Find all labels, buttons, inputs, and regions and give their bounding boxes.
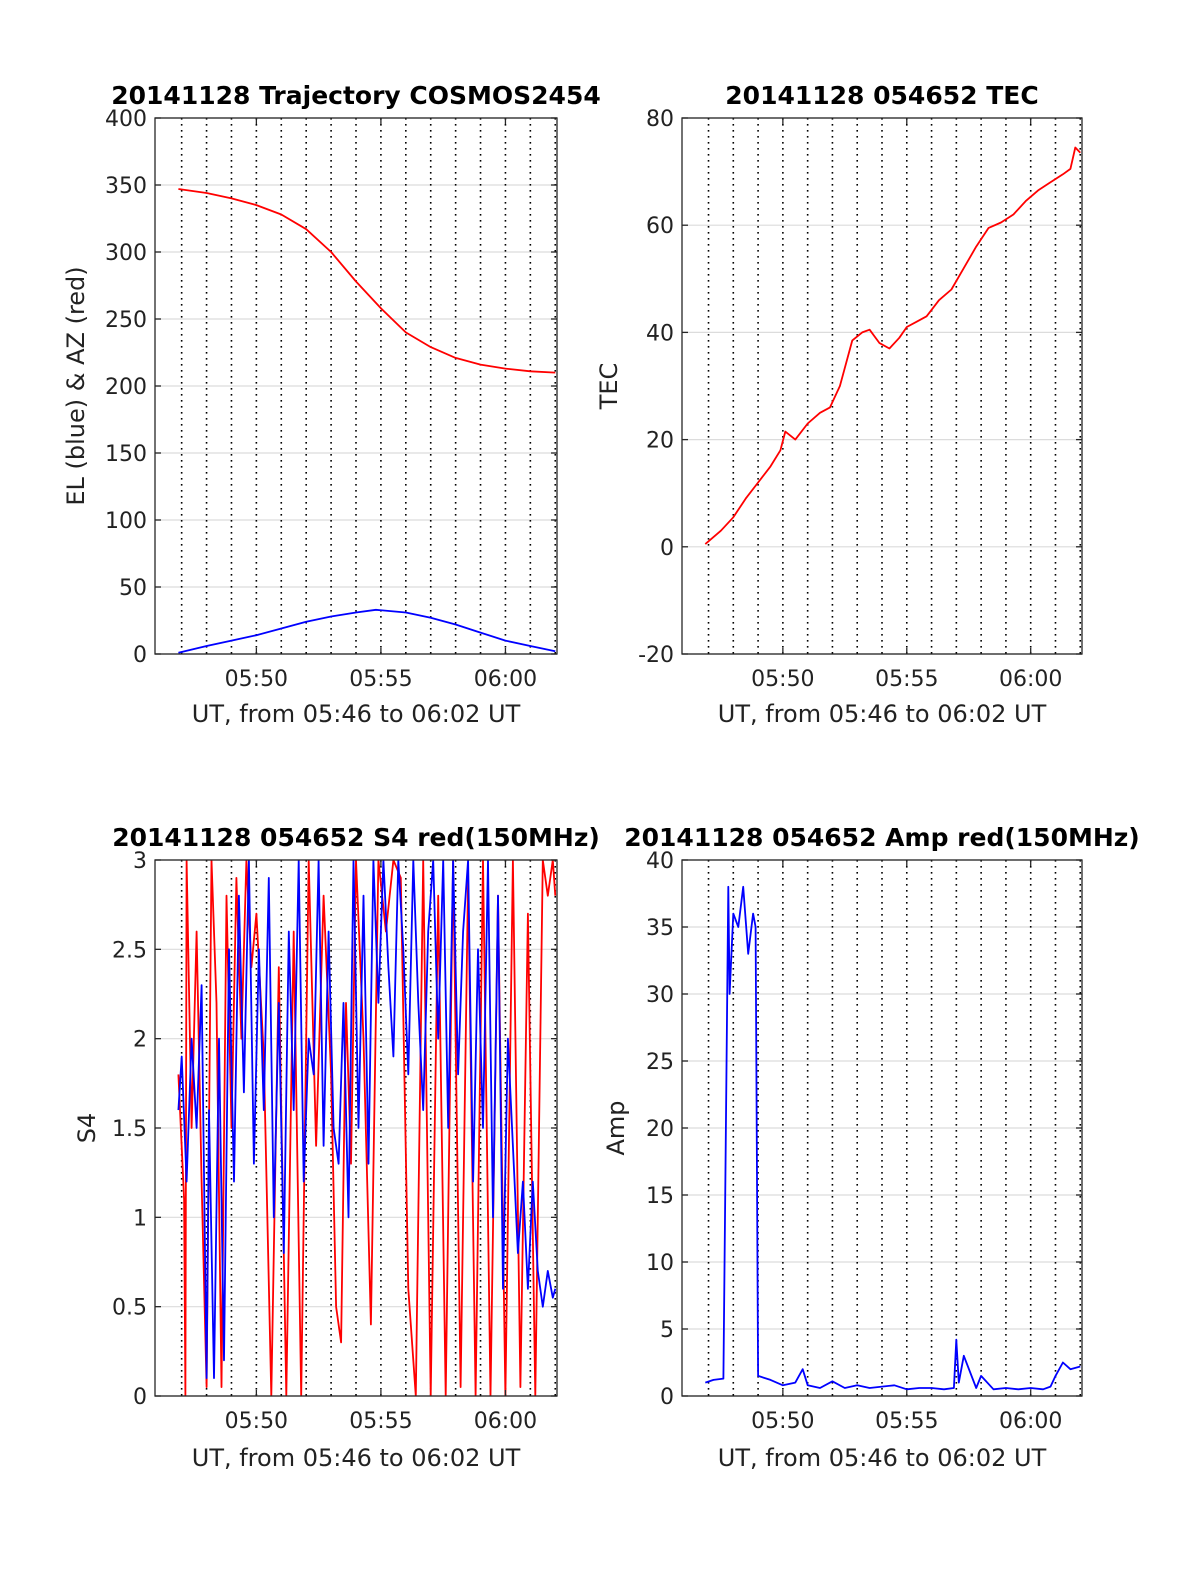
y-tick-label: 400 bbox=[105, 107, 147, 132]
plot-area: 0 5 10 15 20 25 30 35 40 05:50 05:55 06:00 bbox=[646, 849, 1083, 1434]
x-axis-label: UT, from 05:46 to 06:02 UT bbox=[718, 1444, 1047, 1472]
x-tick-label: 05:55 bbox=[349, 1409, 412, 1434]
y-axis-label: Amp bbox=[602, 1100, 630, 1155]
series-line-red bbox=[177, 860, 557, 1396]
x-axis-label: UT, from 05:46 to 06:02 UT bbox=[192, 700, 521, 728]
y-tick-label: 5 bbox=[660, 1318, 674, 1343]
plot-area: -20 0 20 40 60 80 05:50 05:55 06:00 bbox=[638, 107, 1083, 692]
y-tick-label: 30 bbox=[646, 983, 674, 1008]
x-tick-label: 06:00 bbox=[474, 667, 537, 692]
y-tick-label: 0 bbox=[133, 1385, 147, 1410]
x-tick-label: 05:50 bbox=[751, 667, 814, 692]
y-tick-label: 10 bbox=[646, 1251, 674, 1276]
x-tick-label: 05:50 bbox=[751, 1409, 814, 1434]
x-tick-label: 06:00 bbox=[474, 1409, 537, 1434]
y-tick-label: 100 bbox=[105, 509, 147, 534]
series-line-blue bbox=[178, 608, 556, 654]
y-tick-label: 1 bbox=[133, 1206, 147, 1231]
y-axis-label: S4 bbox=[73, 1113, 101, 1144]
series-line-red bbox=[178, 188, 556, 374]
x-tick-label: 05:50 bbox=[225, 1409, 288, 1434]
y-tick-label: 1.5 bbox=[112, 1117, 147, 1142]
plot-area: 0 50 100 150 200 250 300 350 400 05:50 05:55 06:00 bbox=[105, 107, 558, 692]
series-line-blue bbox=[177, 860, 557, 1379]
panel-s4: 20141128 054652 S4 red(150MHz) 0 0.5 1 1.5 2… bbox=[73, 823, 600, 1472]
y-tick-label: 40 bbox=[646, 321, 674, 346]
panel-title: 20141128 054652 Amp red(150MHz) bbox=[624, 823, 1140, 852]
y-tick-label: 40 bbox=[646, 849, 674, 874]
x-tick-label: 05:55 bbox=[875, 667, 938, 692]
y-axis-label: EL (blue) & AZ (red) bbox=[62, 266, 90, 505]
y-tick-label: 0 bbox=[660, 536, 674, 561]
y-tick-label: 60 bbox=[646, 214, 674, 239]
y-tick-label: 250 bbox=[105, 308, 147, 333]
series-group bbox=[704, 146, 1081, 545]
series-line-red bbox=[704, 146, 1081, 545]
y-tick-label: 80 bbox=[646, 107, 674, 132]
y-tick-label: 2.5 bbox=[112, 938, 147, 963]
x-tick-label: 06:00 bbox=[999, 667, 1062, 692]
y-axis-label: TEC bbox=[595, 363, 623, 411]
panel-trajectory: 20141128 Trajectory COSMOS2454 0 50 100 150… bbox=[62, 81, 601, 728]
y-tick-label: 300 bbox=[105, 241, 147, 266]
panel-title: 20141128 Trajectory COSMOS2454 bbox=[111, 81, 601, 110]
y-tick-label: 25 bbox=[646, 1050, 674, 1075]
y-tick-label: 15 bbox=[646, 1184, 674, 1209]
series-group bbox=[177, 860, 557, 1396]
x-axis-label: UT, from 05:46 to 06:02 UT bbox=[718, 700, 1047, 728]
x-axis-label: UT, from 05:46 to 06:02 UT bbox=[192, 1444, 521, 1472]
y-tick-label: 2 bbox=[133, 1028, 147, 1053]
y-tick-label: 35 bbox=[646, 916, 674, 941]
y-tick-label: -20 bbox=[638, 643, 674, 668]
y-tick-label: 20 bbox=[646, 429, 674, 454]
series-line-blue bbox=[705, 885, 1081, 1391]
panel-tec: 20141128 054652 TEC -20 0 20 40 60 80 05:50 05:… bbox=[595, 81, 1083, 728]
series-group bbox=[705, 885, 1081, 1391]
x-tick-label: 06:00 bbox=[999, 1409, 1062, 1434]
series-group bbox=[178, 188, 556, 654]
x-tick-label: 05:55 bbox=[349, 667, 412, 692]
y-tick-label: 200 bbox=[105, 375, 147, 400]
panel-amp: 20141128 054652 Amp red(150MHz) 0 5 10 15 20… bbox=[602, 823, 1140, 1472]
panel-title: 20141128 054652 TEC bbox=[725, 81, 1038, 110]
panel-title: 20141128 054652 S4 red(150MHz) bbox=[112, 823, 600, 852]
y-tick-label: 0 bbox=[660, 1385, 674, 1410]
y-tick-label: 150 bbox=[105, 442, 147, 467]
x-tick-label: 05:50 bbox=[225, 667, 288, 692]
y-tick-label: 350 bbox=[105, 174, 147, 199]
x-tick-label: 05:55 bbox=[875, 1409, 938, 1434]
axes-frame bbox=[681, 117, 1083, 655]
y-tick-label: 50 bbox=[119, 576, 147, 601]
y-tick-label: 3 bbox=[133, 849, 147, 874]
y-tick-label: 0 bbox=[133, 643, 147, 668]
y-tick-label: 0.5 bbox=[112, 1296, 147, 1321]
plot-area: 0 0.5 1 1.5 2 2.5 3 05:50 05:55 06:00 bbox=[112, 849, 558, 1434]
y-tick-label: 20 bbox=[646, 1117, 674, 1142]
